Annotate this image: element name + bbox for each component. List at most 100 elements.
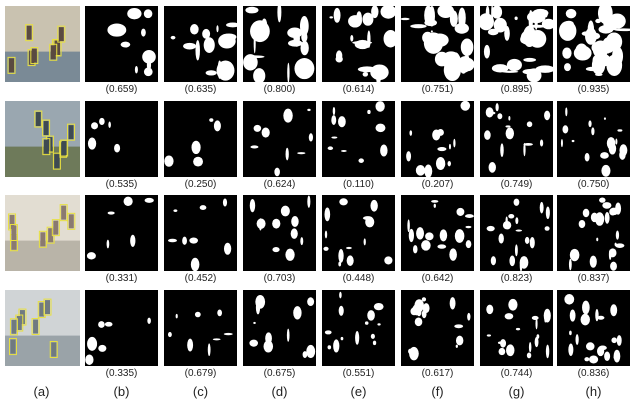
mask-blob xyxy=(341,150,347,152)
mask-blob xyxy=(333,339,339,352)
column-label: (a) xyxy=(34,384,50,399)
mask xyxy=(164,6,239,82)
mask-blob xyxy=(191,258,200,271)
mask-blob xyxy=(509,256,515,267)
score: (0.679) xyxy=(185,368,217,379)
mask-bg xyxy=(164,290,237,366)
mask-blob xyxy=(595,212,604,226)
mask-blob xyxy=(352,41,372,45)
mask-blob xyxy=(250,145,258,148)
mask-blob xyxy=(599,346,607,351)
mask-bg xyxy=(85,290,158,366)
mask-blob xyxy=(171,36,176,40)
person xyxy=(44,140,49,154)
mask-blob xyxy=(285,249,294,261)
mask-blob xyxy=(582,301,590,315)
mask-blob xyxy=(187,339,193,352)
person xyxy=(10,340,15,354)
mask-blob xyxy=(507,59,522,71)
mask-blob xyxy=(546,206,550,219)
mask-blob xyxy=(611,337,617,343)
mask-blob xyxy=(272,247,279,252)
mask-blob xyxy=(609,248,617,257)
mask-blob xyxy=(277,2,281,22)
mask-blob xyxy=(465,226,471,228)
mask-blob xyxy=(87,252,96,259)
photo xyxy=(5,290,80,366)
mask-blob xyxy=(323,247,328,251)
mask-blob xyxy=(525,237,530,244)
mask-blob xyxy=(579,220,586,228)
mask xyxy=(85,101,158,177)
mask xyxy=(480,101,553,177)
column-label: (f) xyxy=(431,384,443,399)
mask-blob xyxy=(561,139,563,147)
mask-blob xyxy=(484,130,491,140)
mask-blob xyxy=(610,304,617,316)
mask-blob xyxy=(135,66,138,73)
score: (0.110) xyxy=(343,179,374,190)
mask-blob xyxy=(456,336,463,346)
person xyxy=(44,121,49,135)
mask-blob xyxy=(499,234,504,244)
mask-blob xyxy=(339,306,344,316)
mask-blob xyxy=(331,115,336,125)
mask-blob xyxy=(297,152,305,154)
mask-blob xyxy=(459,58,467,74)
mask-blob xyxy=(487,334,491,336)
mask-blob xyxy=(265,332,272,344)
mask-blob xyxy=(307,109,310,111)
mask-blob xyxy=(182,237,187,245)
mask-blob xyxy=(591,127,594,135)
mask-blob xyxy=(306,345,315,358)
mask-blob xyxy=(615,243,617,247)
mask-blob xyxy=(250,199,255,212)
mask-blob xyxy=(217,309,222,316)
mask-blob xyxy=(486,305,493,315)
mask-blob xyxy=(503,221,511,229)
mask-blob xyxy=(339,198,348,205)
mask xyxy=(480,290,553,366)
mask-blob xyxy=(536,334,539,339)
mask-blob xyxy=(226,23,239,28)
mask-blob xyxy=(99,118,105,125)
mask-blob xyxy=(514,199,520,206)
mask-blob xyxy=(545,226,550,231)
mask-blob xyxy=(410,24,426,28)
mask-blob xyxy=(520,260,523,272)
mask-blob xyxy=(406,151,411,161)
score: (0.659) xyxy=(106,84,138,95)
mask-blob xyxy=(114,144,120,153)
mask-blob xyxy=(376,66,381,87)
score: (0.823) xyxy=(501,273,533,284)
mask-blob xyxy=(450,297,456,309)
mask-blob xyxy=(596,238,598,242)
score: (0.617) xyxy=(422,368,454,379)
score: (0.800) xyxy=(264,84,296,95)
score: (0.614) xyxy=(343,84,375,95)
mask-blob xyxy=(422,310,427,318)
mask-blob xyxy=(449,248,457,260)
mask-blob xyxy=(371,5,378,18)
mask-blob xyxy=(407,219,409,232)
mask-blob xyxy=(365,217,374,228)
mask-blob xyxy=(460,101,470,111)
mask-blob xyxy=(508,299,517,311)
mask-blob xyxy=(505,313,514,319)
photo xyxy=(5,6,80,82)
mask-blob xyxy=(222,33,237,40)
mask-blob xyxy=(458,8,466,28)
mask-blob xyxy=(328,146,333,150)
mask-blob xyxy=(450,11,458,27)
mask-blob xyxy=(598,2,613,24)
mask-blob xyxy=(108,211,115,214)
mask-blob xyxy=(341,337,344,340)
mask-blob xyxy=(291,216,298,227)
mask-blob xyxy=(283,109,292,123)
mask-blob xyxy=(456,208,464,216)
mask-blob xyxy=(204,37,215,53)
mask-blob xyxy=(499,348,506,355)
mask-blob xyxy=(144,9,153,18)
mask-blob xyxy=(496,103,499,111)
mask-blob xyxy=(245,7,258,14)
